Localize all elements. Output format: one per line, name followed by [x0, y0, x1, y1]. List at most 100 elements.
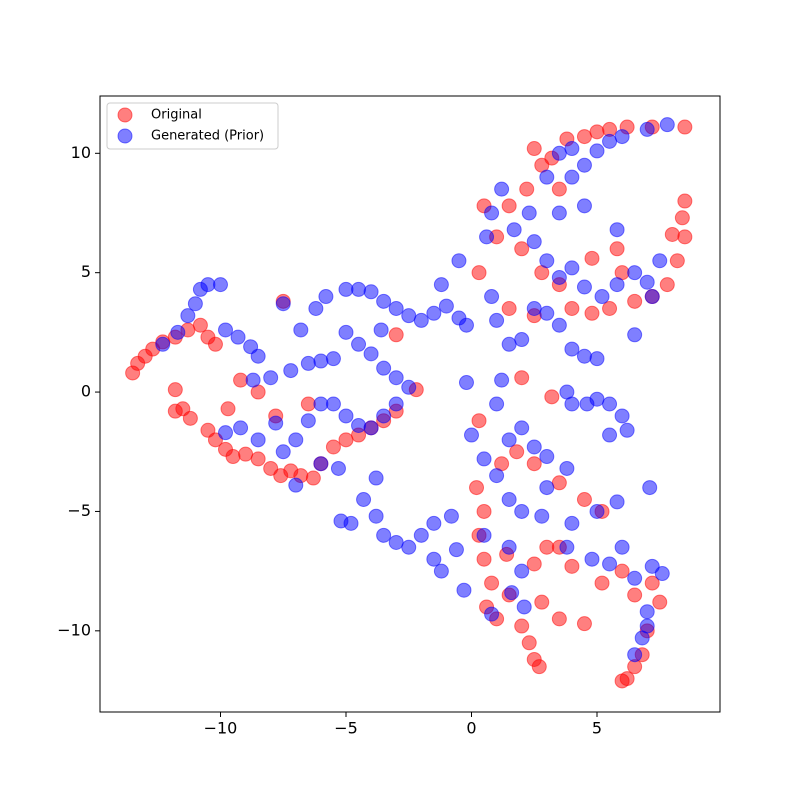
point	[669, 253, 685, 269]
point	[652, 594, 668, 610]
point	[363, 420, 379, 436]
x-tick-label: 5	[592, 719, 602, 738]
point	[388, 327, 404, 343]
point	[564, 341, 580, 357]
point	[519, 181, 535, 197]
point	[564, 396, 580, 412]
point	[218, 322, 234, 338]
point	[664, 226, 680, 242]
point	[351, 281, 367, 297]
point	[644, 575, 660, 591]
point	[584, 250, 600, 266]
y-tick-label: −5	[67, 501, 91, 520]
point	[458, 375, 474, 391]
point	[602, 427, 618, 443]
point	[589, 143, 605, 159]
point	[501, 432, 517, 448]
point	[521, 205, 537, 221]
point	[484, 205, 500, 221]
point	[544, 389, 560, 405]
point	[579, 396, 595, 412]
point	[338, 408, 354, 424]
point	[501, 336, 517, 352]
point	[233, 420, 249, 436]
point	[313, 353, 329, 369]
point	[564, 300, 580, 316]
point	[644, 289, 660, 305]
y-tick-label: −10	[57, 620, 91, 639]
point	[576, 348, 592, 364]
point	[313, 396, 329, 412]
point	[469, 480, 485, 496]
point	[479, 229, 495, 245]
point	[534, 594, 550, 610]
point	[293, 322, 309, 338]
point	[476, 503, 492, 519]
point	[639, 604, 655, 620]
point	[584, 551, 600, 567]
point	[539, 305, 555, 321]
point	[363, 346, 379, 362]
point	[471, 413, 487, 429]
point	[250, 451, 266, 467]
point	[514, 241, 530, 257]
point	[448, 542, 464, 558]
x-tick-label: −10	[204, 719, 238, 738]
point	[659, 277, 675, 293]
point	[576, 616, 592, 632]
point	[564, 558, 580, 574]
point	[514, 563, 530, 579]
point	[318, 289, 334, 305]
point	[639, 274, 655, 290]
point	[614, 539, 630, 555]
point	[401, 308, 417, 324]
point	[551, 475, 567, 491]
point	[484, 289, 500, 305]
point	[531, 659, 547, 675]
point	[602, 300, 618, 316]
point	[594, 289, 610, 305]
point	[614, 408, 630, 424]
point	[283, 363, 299, 379]
x-tick-label: −5	[334, 719, 358, 738]
point	[521, 635, 537, 651]
point	[539, 169, 555, 185]
point	[614, 563, 630, 579]
point	[514, 332, 530, 348]
point	[230, 329, 246, 345]
point	[609, 222, 625, 238]
point	[300, 396, 316, 412]
point	[539, 253, 555, 269]
point	[576, 279, 592, 295]
point	[489, 396, 505, 412]
point	[677, 229, 693, 245]
point	[187, 296, 203, 312]
point	[388, 370, 404, 386]
point	[170, 324, 186, 340]
point	[639, 121, 655, 137]
point	[627, 647, 643, 663]
point	[642, 480, 658, 496]
point	[551, 181, 567, 197]
point	[401, 379, 417, 395]
point	[325, 439, 341, 455]
point	[609, 277, 625, 293]
point	[526, 141, 542, 157]
point	[212, 277, 228, 293]
point	[594, 575, 610, 591]
point	[501, 300, 517, 316]
point	[627, 293, 643, 309]
y-tick-label: 5	[81, 262, 91, 281]
point	[584, 305, 600, 321]
point	[589, 503, 605, 519]
point	[526, 456, 542, 472]
point	[426, 515, 442, 531]
point	[619, 671, 635, 687]
point	[438, 298, 454, 314]
point	[504, 585, 520, 601]
point	[308, 300, 324, 316]
point	[614, 129, 630, 145]
point	[275, 296, 291, 312]
point	[494, 372, 510, 388]
